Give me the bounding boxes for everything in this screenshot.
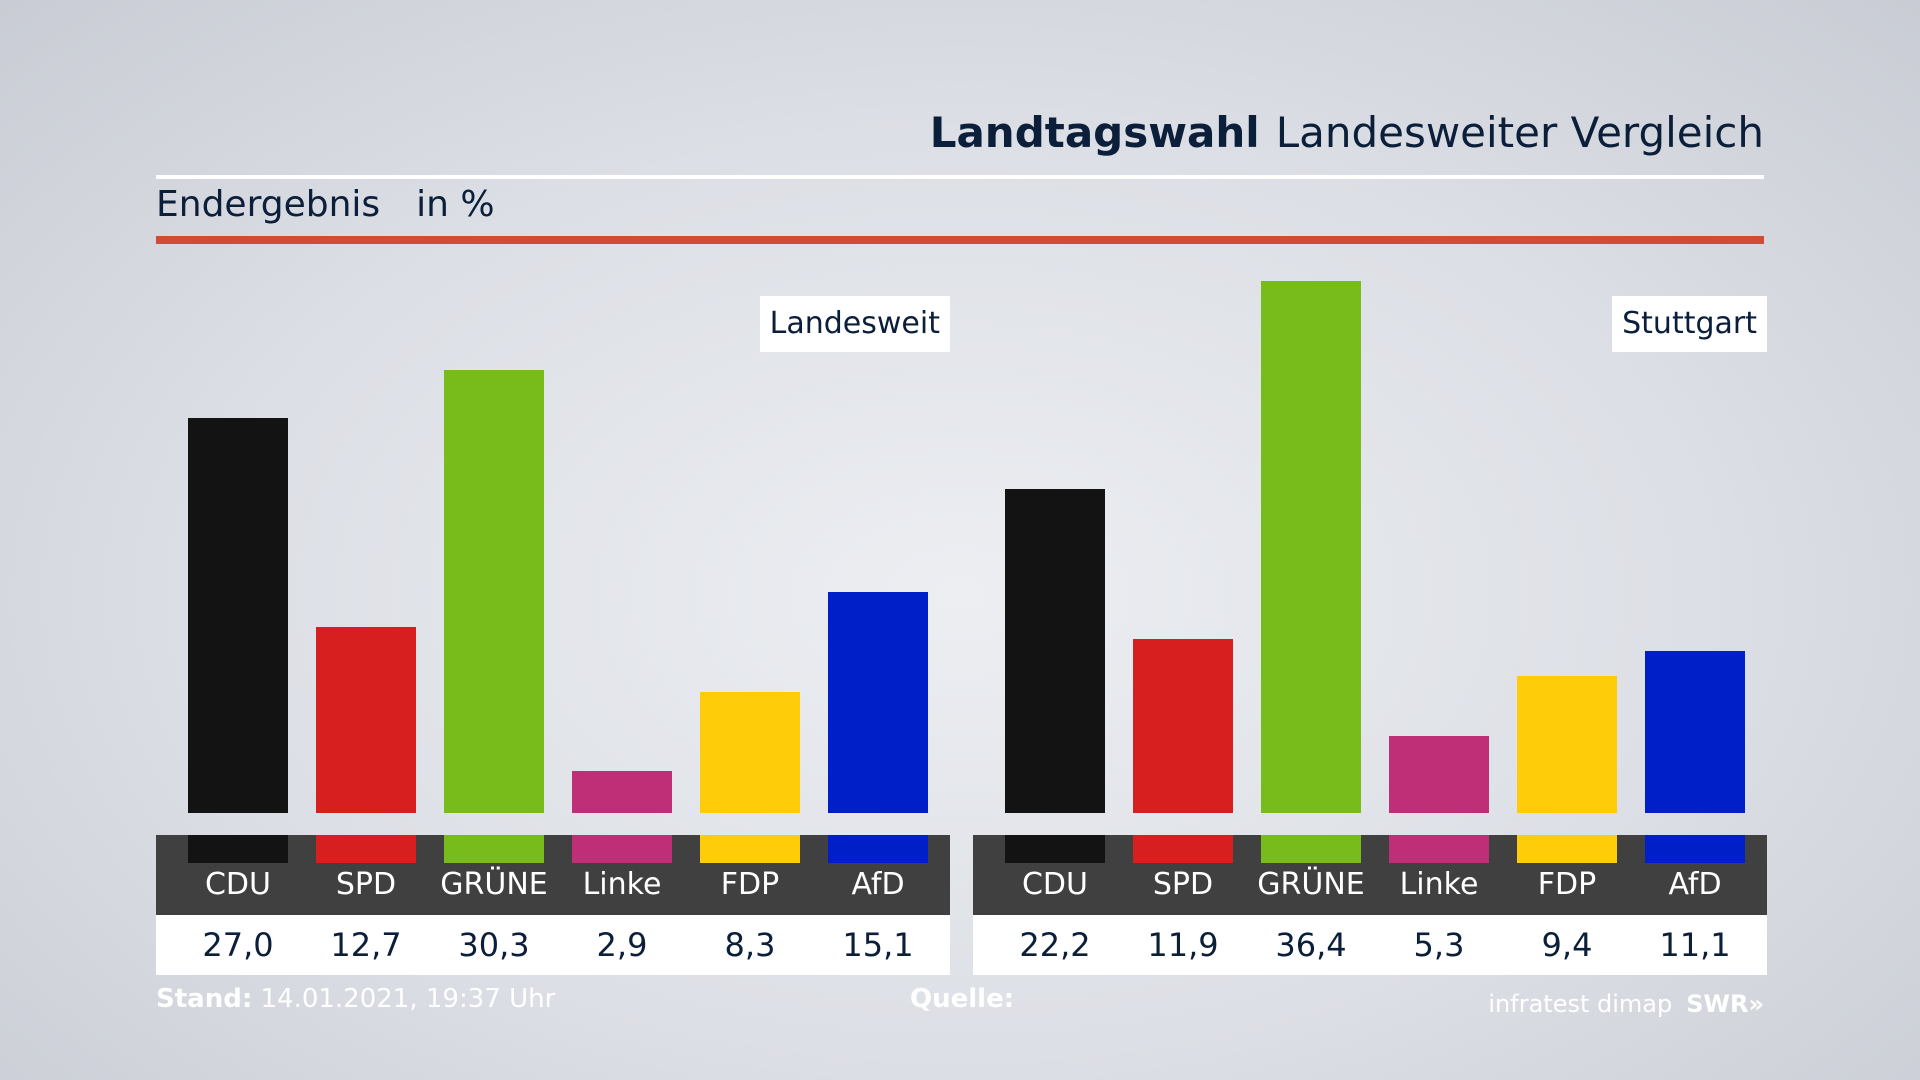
party-label-spd: SPD bbox=[1152, 867, 1214, 902]
value-label-linke: 2,9 bbox=[596, 926, 648, 964]
color-strip-fdp bbox=[700, 835, 800, 863]
subtitle-text: Endergebnis bbox=[156, 184, 381, 225]
party-label-spd: SPD bbox=[335, 867, 397, 902]
source-text: infratest dimap bbox=[1488, 990, 1673, 1018]
chart-subtitle: Endergebnis in % bbox=[156, 184, 495, 225]
value-band: 22,2 11,9 36,4 5,3 9,4 11,1 bbox=[973, 915, 1767, 975]
subtitle-divider bbox=[156, 236, 1764, 244]
color-strip-cdu bbox=[188, 835, 288, 863]
color-strip-cdu bbox=[1005, 835, 1105, 863]
party-label-cdu: CDU bbox=[1021, 867, 1088, 902]
bar-grne bbox=[444, 370, 544, 813]
bar-linke bbox=[572, 770, 672, 813]
panel-label-landesweit: Landesweit bbox=[759, 296, 950, 352]
bar-fdp bbox=[700, 691, 800, 813]
bar-grne bbox=[1261, 281, 1361, 813]
color-strip-afd bbox=[828, 835, 928, 863]
title-rest: Landesweiter Vergleich bbox=[1275, 108, 1764, 157]
plot-area bbox=[156, 280, 950, 813]
value-label-cdu: 27,0 bbox=[202, 926, 274, 964]
value-label-spd: 12,7 bbox=[330, 926, 402, 964]
title-divider bbox=[156, 175, 1764, 179]
title-bold: Landtagswahl bbox=[929, 108, 1260, 157]
footer-stand: Stand: 14.01.2021, 19:37 Uhr bbox=[156, 984, 555, 1014]
party-label-linke: Linke bbox=[582, 867, 662, 902]
bar-spd bbox=[1133, 639, 1233, 813]
chart-title: Landtagswahl Landesweiter Vergleich bbox=[930, 108, 1764, 157]
plot-area bbox=[973, 280, 1767, 813]
party-label-grne: GRÜNE bbox=[1257, 867, 1365, 902]
panel-label-stuttgart: Stuttgart bbox=[1612, 296, 1767, 352]
bar-spd bbox=[316, 627, 416, 813]
party-label-cdu: CDU bbox=[204, 867, 271, 902]
party-label-fdp: FDP bbox=[1537, 867, 1597, 902]
party-label-afd: AfD bbox=[1668, 867, 1722, 902]
color-strip-spd bbox=[316, 835, 416, 863]
panel-landesweit: CDU SPD GRÜNE Linke FDP AfD 27,0 12,7 30,3 2,9 8,… bbox=[156, 280, 950, 975]
party-label-fdp: FDP bbox=[720, 867, 780, 902]
value-label-spd: 11,9 bbox=[1147, 926, 1219, 964]
bar-cdu bbox=[188, 418, 288, 813]
stand-value: 14.01.2021, 19:37 Uhr bbox=[260, 984, 556, 1014]
unit-text: in % bbox=[416, 184, 495, 225]
color-strip-linke bbox=[1389, 835, 1489, 863]
color-strip-grne bbox=[1261, 835, 1361, 863]
value-band: 27,0 12,7 30,3 2,9 8,3 15,1 bbox=[156, 915, 950, 975]
value-label-fdp: 9,4 bbox=[1541, 926, 1593, 964]
party-label-band: CDU SPD GRÜNE Linke FDP AfD bbox=[156, 835, 950, 915]
footer-source: infratest dimap SWR» bbox=[1488, 990, 1764, 1018]
double-chevron-right-icon: » bbox=[1748, 990, 1764, 1018]
color-strip-fdp bbox=[1517, 835, 1617, 863]
broadcaster-logo: SWR» bbox=[1686, 990, 1764, 1018]
stand-label: Stand: bbox=[156, 984, 253, 1014]
value-label-linke: 5,3 bbox=[1413, 926, 1465, 964]
bar-cdu bbox=[1005, 488, 1105, 813]
quelle-label: Quelle: bbox=[910, 984, 1015, 1014]
color-strip-linke bbox=[572, 835, 672, 863]
party-label-band: CDU SPD GRÜNE Linke FDP AfD bbox=[973, 835, 1767, 915]
value-label-fdp: 8,3 bbox=[724, 926, 776, 964]
panel-stuttgart: CDU SPD GRÜNE Linke FDP AfD 22,2 11,9 36,4 5,3 9,… bbox=[973, 280, 1767, 975]
bar-fdp bbox=[1517, 675, 1617, 813]
color-strip-afd bbox=[1645, 835, 1745, 863]
color-strip-spd bbox=[1133, 835, 1233, 863]
value-label-cdu: 22,2 bbox=[1019, 926, 1091, 964]
color-strip-grne bbox=[444, 835, 544, 863]
value-label-afd: 15,1 bbox=[842, 926, 914, 964]
broadcaster-text: SWR bbox=[1686, 990, 1749, 1018]
value-label-grne: 36,4 bbox=[1275, 926, 1347, 964]
bar-afd bbox=[1645, 650, 1745, 813]
footer-quelle: Quelle: bbox=[910, 984, 1014, 1014]
value-label-grne: 30,3 bbox=[458, 926, 530, 964]
bar-afd bbox=[828, 592, 928, 813]
value-label-afd: 11,1 bbox=[1659, 926, 1731, 964]
party-label-linke: Linke bbox=[1399, 867, 1479, 902]
bar-linke bbox=[1389, 735, 1489, 813]
party-label-grne: GRÜNE bbox=[440, 867, 548, 902]
party-label-afd: AfD bbox=[851, 867, 905, 902]
